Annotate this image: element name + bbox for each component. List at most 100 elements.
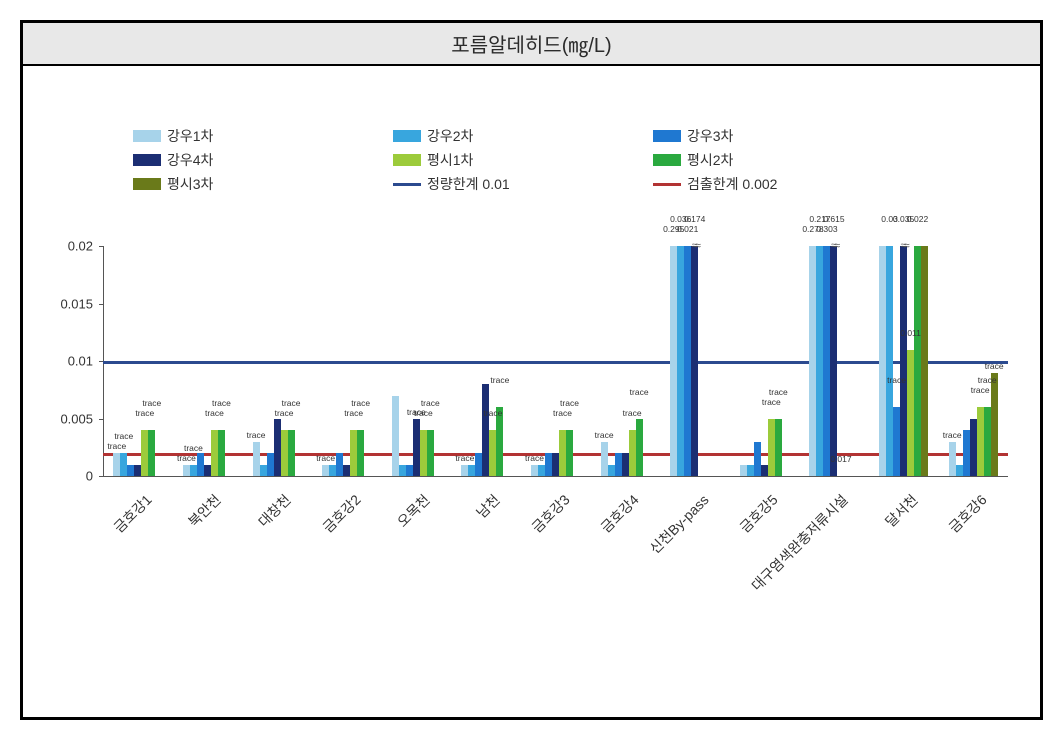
y-tick-label: 0	[33, 469, 93, 484]
bar	[392, 396, 399, 477]
legend-swatch	[393, 183, 421, 186]
legend-label: 평시3차	[167, 174, 213, 194]
value-label: trace	[247, 430, 266, 440]
bar	[190, 465, 197, 477]
bar	[601, 442, 608, 477]
value-label: trace	[455, 453, 474, 463]
bar	[183, 465, 190, 477]
axis-break-mark: ≈≈	[692, 240, 698, 252]
bar	[531, 465, 538, 477]
bar	[253, 442, 260, 477]
value-label: trace	[985, 361, 1004, 371]
bar	[350, 430, 357, 476]
bar	[984, 407, 991, 476]
bar	[809, 246, 816, 476]
value-label: trace	[623, 408, 642, 418]
bar	[267, 453, 274, 476]
x-tick-label: 금호강3	[527, 490, 574, 537]
value-label: trace	[107, 441, 126, 451]
value-label: trace	[769, 387, 788, 397]
chart-area: 강우1차강우2차강우3차강우4차평시1차평시2차평시3차정량한계 0.01검출한…	[23, 66, 1040, 718]
value-label: trace	[177, 453, 196, 463]
value-label: trace	[943, 430, 962, 440]
bar	[204, 465, 211, 477]
bar	[615, 453, 622, 476]
bar	[677, 246, 684, 476]
legend-item: 평시3차	[133, 174, 393, 194]
x-tick-label: 금호강5	[736, 490, 783, 537]
bar	[670, 246, 677, 476]
legend-item: 강우4차	[133, 150, 393, 170]
bar	[893, 407, 900, 476]
value-label: trace	[351, 398, 370, 408]
legend-label: 정량한계 0.01	[427, 174, 510, 194]
bar	[148, 430, 155, 476]
bar	[608, 465, 615, 477]
bar	[559, 430, 566, 476]
value-label: 0.021	[677, 224, 698, 234]
legend-label: 평시2차	[687, 150, 733, 170]
bar	[427, 430, 434, 476]
legend-item: 평시2차	[653, 150, 913, 170]
value-label: trace	[282, 398, 301, 408]
y-tick-label: 0.02	[33, 239, 93, 254]
legend-item: 검출한계 0.002	[653, 174, 913, 194]
value-label: 0.017	[830, 454, 851, 464]
value-label: trace	[978, 375, 997, 385]
y-tick-label: 0.01	[33, 354, 93, 369]
legend-label: 강우4차	[167, 150, 213, 170]
legend-swatch	[653, 183, 681, 186]
bar	[197, 453, 204, 476]
bar	[475, 453, 482, 476]
bar	[260, 465, 267, 477]
bar	[406, 465, 413, 477]
bar	[956, 465, 963, 477]
bar	[754, 442, 761, 477]
bar	[977, 407, 984, 476]
axis-break-mark: ≈≈	[901, 240, 907, 252]
bar	[775, 419, 782, 477]
bar	[823, 246, 830, 476]
bar	[949, 442, 956, 477]
x-tick-label: 대창천	[254, 490, 295, 531]
legend-item: 강우1차	[133, 126, 393, 146]
x-tick-label: 금호강2	[318, 490, 365, 537]
bar	[914, 246, 921, 476]
value-label: trace	[421, 398, 440, 408]
value-label: trace	[184, 443, 203, 453]
bar	[134, 465, 141, 477]
value-label: 0.011	[900, 328, 921, 338]
bar	[545, 453, 552, 476]
value-label: trace	[142, 398, 161, 408]
value-label: trace	[762, 397, 781, 407]
bar	[636, 419, 643, 477]
x-tick-label: 남천	[472, 490, 504, 522]
bar	[740, 465, 747, 477]
value-label: trace	[316, 453, 335, 463]
legend-label: 검출한계 0.002	[687, 174, 777, 194]
legend-swatch	[133, 154, 161, 166]
bar	[552, 453, 559, 476]
value-label: trace	[212, 398, 231, 408]
legend-swatch	[393, 154, 421, 166]
bar	[281, 430, 288, 476]
legend-item: 정량한계 0.01	[393, 174, 653, 194]
bar	[218, 430, 225, 476]
x-tick-label: 금호강6	[944, 490, 991, 537]
x-tick-label: 달서천	[880, 490, 921, 531]
legend-swatch	[393, 130, 421, 142]
bar	[970, 419, 977, 477]
bar	[141, 430, 148, 476]
bar	[747, 465, 754, 477]
bar	[468, 465, 475, 477]
bar	[288, 430, 295, 476]
chart-title: 포름알데히드(㎎/L)	[23, 23, 1040, 66]
value-label: trace	[205, 408, 224, 418]
value-label: trace	[135, 408, 154, 418]
legend-swatch	[653, 130, 681, 142]
bar	[461, 465, 468, 477]
x-tick-label: 신천By-pass	[645, 490, 713, 558]
bar	[886, 246, 893, 476]
value-label: trace	[344, 408, 363, 418]
bar	[566, 430, 573, 476]
